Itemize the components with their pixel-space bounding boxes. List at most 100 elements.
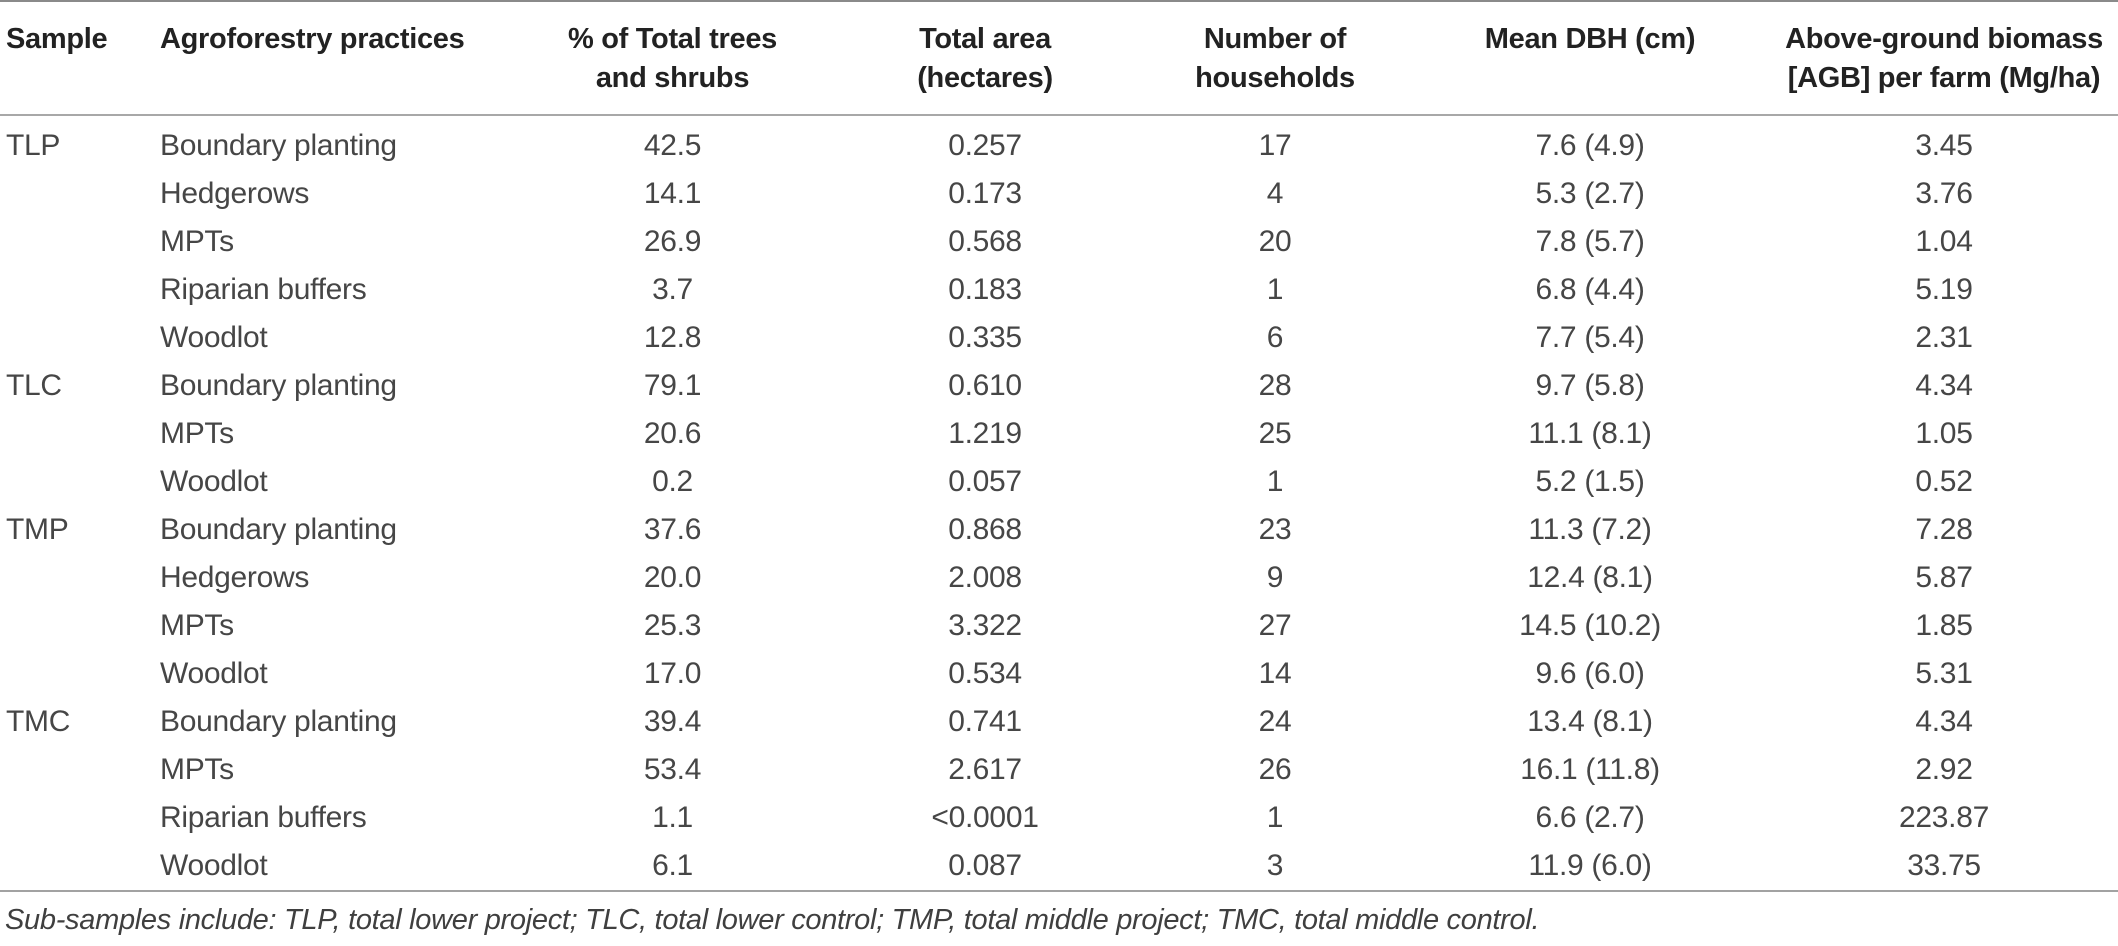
cell-area: 0.183 xyxy=(948,273,1022,306)
cell-area: <0.0001 xyxy=(931,801,1039,834)
cell-agb: 223.87 xyxy=(1899,801,1989,834)
cell-area: 0.087 xyxy=(948,849,1022,882)
cell-practice: Woodlot xyxy=(160,657,268,690)
table-row: TMC Boundary planting 39.4 0.741 24 13.4… xyxy=(0,698,2118,746)
cell-area: 0.610 xyxy=(948,369,1022,402)
table-row: TLP Boundary planting 42.5 0.257 17 7.6 … xyxy=(0,115,2118,170)
col-header-total-area: Total area (hectares) xyxy=(830,1,1140,116)
cell-agb: 4.34 xyxy=(1915,705,1973,738)
cell-practice: Boundary planting xyxy=(160,129,397,162)
cell-pct: 0.2 xyxy=(652,465,693,498)
col-header-pct-trees-line1: % of Total trees xyxy=(568,23,777,55)
cell-pct: 37.6 xyxy=(643,513,702,546)
cell-sample xyxy=(0,458,160,506)
cell-dbh: 5.3 (2.7) xyxy=(1535,177,1645,210)
cell-area: 0.335 xyxy=(948,321,1022,354)
cell-sample xyxy=(0,794,160,842)
cell-dbh: 11.1 (8.1) xyxy=(1528,417,1652,450)
cell-households: 24 xyxy=(1258,705,1292,738)
cell-sample: TMP xyxy=(6,513,69,546)
cell-practice: Woodlot xyxy=(160,849,268,882)
table-row: Woodlot 6.1 0.087 3 11.9 (6.0) 33.75 xyxy=(0,842,2118,891)
cell-practice: Boundary planting xyxy=(160,369,397,402)
col-header-practices: Agroforestry practices xyxy=(160,1,515,116)
cell-households: 26 xyxy=(1258,753,1292,786)
cell-pct: 42.5 xyxy=(643,129,702,162)
col-header-mean-dbh-label: Mean DBH (cm) xyxy=(1484,23,1696,55)
table-row: Woodlot 17.0 0.534 14 9.6 (6.0) 5.31 xyxy=(0,650,2118,698)
cell-practice: Boundary planting xyxy=(160,513,397,546)
table-body: TLP Boundary planting 42.5 0.257 17 7.6 … xyxy=(0,115,2118,891)
col-header-total-area-line1: Total area xyxy=(919,23,1051,55)
cell-households: 6 xyxy=(1266,321,1284,354)
cell-households: 1 xyxy=(1266,273,1284,306)
cell-households: 14 xyxy=(1258,657,1292,690)
cell-pct: 17.0 xyxy=(643,657,702,690)
cell-area: 1.219 xyxy=(948,417,1022,450)
cell-households: 9 xyxy=(1266,561,1284,594)
cell-dbh: 9.6 (6.0) xyxy=(1535,657,1645,690)
cell-agb: 5.19 xyxy=(1915,273,1973,306)
cell-practice: MPTs xyxy=(160,753,234,786)
cell-dbh: 7.6 (4.9) xyxy=(1535,129,1645,162)
cell-area: 0.057 xyxy=(948,465,1022,498)
cell-dbh: 14.5 (10.2) xyxy=(1519,609,1661,642)
cell-agb: 3.45 xyxy=(1915,129,1973,162)
cell-area: 2.617 xyxy=(948,753,1022,786)
table-row: MPTs 25.3 3.322 27 14.5 (10.2) 1.85 xyxy=(0,602,2118,650)
cell-practice: Boundary planting xyxy=(160,705,397,738)
cell-households: 28 xyxy=(1258,369,1292,402)
cell-area: 0.741 xyxy=(948,705,1022,738)
cell-pct: 39.4 xyxy=(643,705,702,738)
cell-area: 0.257 xyxy=(948,129,1022,162)
header-row: Sample Agroforestry practices % of Total… xyxy=(0,1,2118,116)
cell-area: 0.173 xyxy=(948,177,1022,210)
cell-sample xyxy=(0,314,160,362)
cell-area: 0.568 xyxy=(948,225,1022,258)
table-row: Riparian buffers 3.7 0.183 1 6.8 (4.4) 5… xyxy=(0,266,2118,314)
cell-pct: 1.1 xyxy=(652,801,693,834)
col-header-households: Number of households xyxy=(1140,1,1410,116)
cell-dbh: 9.7 (5.8) xyxy=(1535,369,1645,402)
col-header-sample-label: Sample xyxy=(6,23,108,55)
cell-agb: 5.87 xyxy=(1915,561,1973,594)
agroforestry-table: Sample Agroforestry practices % of Total… xyxy=(0,0,2118,892)
cell-pct: 6.1 xyxy=(652,849,693,882)
cell-dbh: 13.4 (8.1) xyxy=(1527,705,1653,738)
cell-households: 1 xyxy=(1266,801,1284,834)
cell-households: 4 xyxy=(1266,177,1284,210)
cell-pct: 20.0 xyxy=(643,561,702,594)
cell-households: 1 xyxy=(1266,465,1284,498)
cell-agb: 1.85 xyxy=(1915,609,1973,642)
cell-practice: MPTs xyxy=(160,417,234,450)
cell-agb: 1.05 xyxy=(1915,417,1973,450)
cell-agb: 1.04 xyxy=(1915,225,1973,258)
cell-practice: Riparian buffers xyxy=(160,273,367,306)
cell-households: 20 xyxy=(1258,225,1292,258)
cell-area: 0.868 xyxy=(948,513,1022,546)
table-row: MPTs 20.6 1.219 25 11.1 (8.1) 1.05 xyxy=(0,410,2118,458)
table-footnote: Sub-samples include: TLP, total lower pr… xyxy=(5,904,1540,936)
cell-households: 3 xyxy=(1266,849,1284,882)
col-header-pct-trees-line2: and shrubs xyxy=(595,62,750,94)
cell-dbh: 6.6 (2.7) xyxy=(1535,801,1645,834)
cell-agb: 7.28 xyxy=(1915,513,1973,546)
cell-sample xyxy=(0,170,160,218)
cell-pct: 12.8 xyxy=(643,321,702,354)
cell-practice: Hedgerows xyxy=(160,177,310,210)
cell-area: 2.008 xyxy=(948,561,1022,594)
cell-dbh: 11.9 (6.0) xyxy=(1528,849,1652,882)
cell-pct: 53.4 xyxy=(643,753,702,786)
cell-practice: MPTs xyxy=(160,609,234,642)
table-row: Woodlot 0.2 0.057 1 5.2 (1.5) 0.52 xyxy=(0,458,2118,506)
cell-households: 23 xyxy=(1258,513,1292,546)
col-header-total-area-line2: (hectares) xyxy=(917,62,1053,94)
cell-pct: 20.6 xyxy=(643,417,702,450)
table-row: TLC Boundary planting 79.1 0.610 28 9.7 … xyxy=(0,362,2118,410)
cell-sample: TLP xyxy=(6,129,61,162)
cell-sample xyxy=(0,746,160,794)
col-header-households-line2: households xyxy=(1195,62,1355,94)
cell-area: 0.534 xyxy=(948,657,1022,690)
cell-agb: 0.52 xyxy=(1915,465,1973,498)
